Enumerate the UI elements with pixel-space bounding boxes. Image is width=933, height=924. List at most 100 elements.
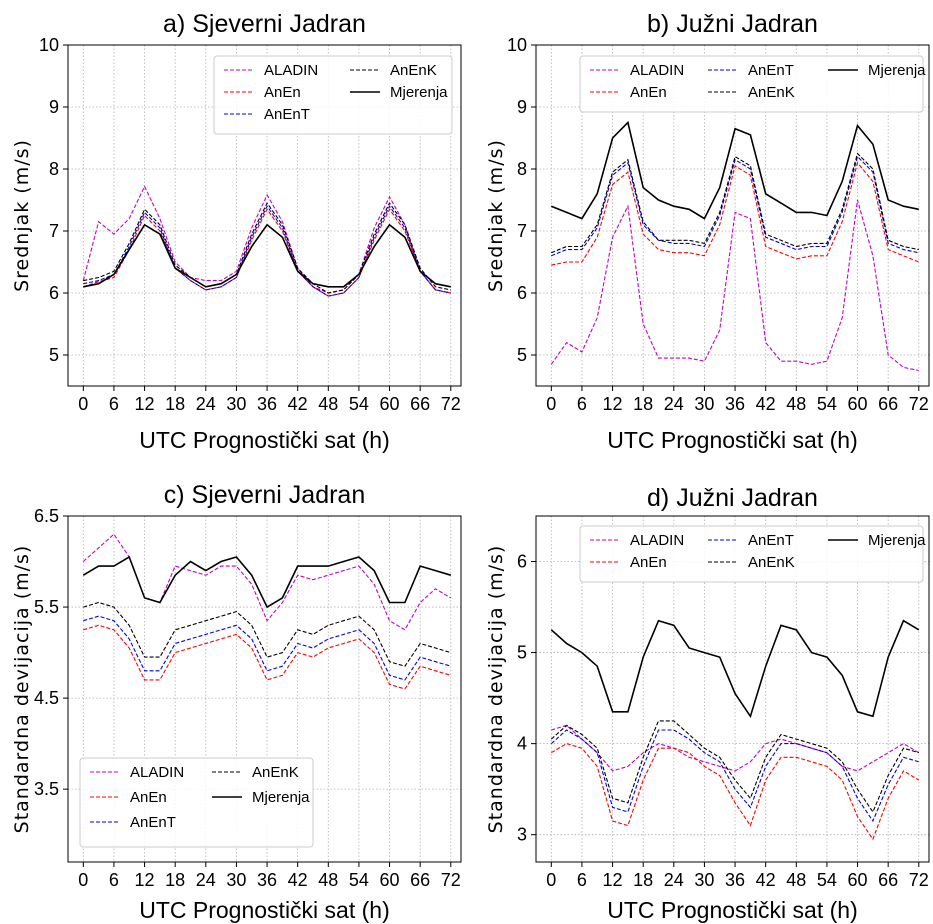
legend-label: ALADIN <box>630 532 684 549</box>
series-line-anenk <box>83 601 451 667</box>
legend: ALADIN AnEn AnEnT AnEnK Mjerenja <box>79 757 314 848</box>
y-tick-label: 6 <box>517 552 527 572</box>
chart-panel-4: 0 6 12 18 24 30 36 42 48 54 60 66 72 3 4 5 6 d) Južni Jad… <box>485 484 930 923</box>
x-tick-label: 18 <box>633 870 653 890</box>
legend-label: AnEn <box>130 789 167 806</box>
x-tick-label: 18 <box>633 394 653 414</box>
x-axis-label: UTC Prognostički sat (h) <box>139 897 390 923</box>
legend-label: Mjerenja <box>868 532 926 549</box>
x-tick-label: 54 <box>817 870 837 890</box>
y-axis-label: Standardna devijacija (m/s) <box>485 545 507 834</box>
x-tick-label: 30 <box>226 394 246 414</box>
legend-box <box>79 757 314 848</box>
legend-label: AnEnK <box>748 554 795 571</box>
series-line-mjerenja <box>550 619 920 719</box>
y-axis-label: Srednjak (m/s) <box>11 139 33 292</box>
y-axis-label: Standardna devijacija (m/s) <box>11 545 33 834</box>
series-line-mjerenja <box>82 555 452 609</box>
x-tick-label: 66 <box>410 870 430 890</box>
x-tick-label: 12 <box>135 394 155 414</box>
x-tick-label: 36 <box>257 870 277 890</box>
series-line-anenk <box>550 720 919 814</box>
plot-frame <box>67 44 462 387</box>
chart-panel-2: 0 6 12 18 24 30 36 42 48 54 60 66 72 5 6 7 8 9 10 b) Južni … <box>485 10 930 453</box>
legend-label: Mjerenja <box>390 84 448 101</box>
legend-label: Mjerenja <box>868 62 926 79</box>
series-line-anent <box>550 729 919 823</box>
y-tick-label: 3 <box>517 825 527 845</box>
legend: ALADIN AnEn AnEnT AnEnK Mjerenja <box>579 525 926 583</box>
x-tick-label: 24 <box>664 870 684 890</box>
x-tick-label: 12 <box>603 394 623 414</box>
x-tick-label: 30 <box>226 870 246 890</box>
x-tick-label: 48 <box>786 870 806 890</box>
legend: ALADIN AnEn AnEnT AnEnK Mjerenja <box>213 55 453 135</box>
y-tick-label: 9 <box>517 97 527 117</box>
legend-label: AnEnK <box>252 764 299 781</box>
legend-label: Mjerenja <box>252 789 310 806</box>
x-tick-label: 42 <box>288 870 308 890</box>
series-line-anen <box>551 743 920 841</box>
y-tick-label: 4.5 <box>34 688 59 708</box>
series-line-anent <box>83 205 451 297</box>
x-tick-label: 42 <box>756 394 776 414</box>
plot-frame <box>67 515 462 863</box>
x-tick-label: 36 <box>725 870 745 890</box>
series-line-anen <box>83 624 451 690</box>
x-tick-label: 54 <box>817 394 837 414</box>
series-line-aladin <box>82 185 451 294</box>
legend-label: AnEnT <box>264 106 310 123</box>
y-tick-label: 5 <box>517 345 527 365</box>
y-tick-label: 6.5 <box>34 506 59 526</box>
x-tick-label: 60 <box>380 394 400 414</box>
x-tick-label: 54 <box>349 394 369 414</box>
x-tick-label: 72 <box>441 870 461 890</box>
chart-title: b) Južni Jadran <box>647 10 818 38</box>
y-tick-label: 6 <box>517 283 527 303</box>
x-tick-label: 60 <box>848 394 868 414</box>
x-tick-label: 36 <box>725 394 745 414</box>
x-tick-label: 0 <box>78 870 88 890</box>
series-line-anent <box>83 615 451 681</box>
legend-label: AnEnT <box>748 62 794 79</box>
y-tick-label: 6 <box>49 283 59 303</box>
legend: ALADIN AnEn AnEnT AnEnK Mjerenja <box>579 55 926 113</box>
x-tick-label: 66 <box>878 870 898 890</box>
chart-panel-3: 0 6 12 18 24 30 36 42 48 54 60 66 72 3.5 4.5 5.5 6.5 c) S… <box>11 481 462 923</box>
x-tick-label: 66 <box>878 394 898 414</box>
series-line-mjerenja <box>83 223 451 288</box>
x-axis-label: UTC Prognostički sat (h) <box>607 427 858 453</box>
x-tick-label: 30 <box>694 870 714 890</box>
y-tick-label: 8 <box>517 159 527 179</box>
x-tick-label: 0 <box>546 870 556 890</box>
x-axis-label: UTC Prognostički sat (h) <box>139 427 390 453</box>
legend-label: AnEnT <box>130 814 176 831</box>
x-tick-label: 54 <box>349 870 369 890</box>
chart-panel-1: 0 6 12 18 24 30 36 42 48 54 60 66 72 5 6 7 8 9 10 a) Sjever… <box>11 10 462 453</box>
legend-box <box>213 55 453 135</box>
x-tick-label: 36 <box>257 394 277 414</box>
x-tick-label: 66 <box>410 394 430 414</box>
plot-frame <box>535 515 930 863</box>
x-tick-label: 12 <box>603 870 623 890</box>
x-tick-label: 6 <box>109 394 119 414</box>
x-tick-label: 42 <box>288 394 308 414</box>
y-tick-label: 8 <box>49 159 59 179</box>
x-tick-label: 18 <box>165 394 185 414</box>
x-tick-label: 6 <box>109 870 119 890</box>
series-line-aladin <box>550 199 919 372</box>
y-tick-label: 5.5 <box>34 597 59 617</box>
y-tick-label: 7 <box>517 221 527 241</box>
legend-label: ALADIN <box>130 764 184 781</box>
series-line-anenk <box>551 152 919 254</box>
series-line-aladin <box>82 533 452 631</box>
series-line-mjerenja <box>550 120 919 220</box>
legend-label: AnEn <box>630 554 667 571</box>
series-line-aladin <box>551 724 920 772</box>
legend-label: AnEnK <box>390 62 437 79</box>
y-tick-label: 4 <box>517 734 527 754</box>
legend-label: ALADIN <box>630 62 684 79</box>
x-tick-label: 6 <box>577 870 587 890</box>
x-tick-label: 72 <box>909 394 929 414</box>
x-tick-label: 60 <box>848 870 868 890</box>
